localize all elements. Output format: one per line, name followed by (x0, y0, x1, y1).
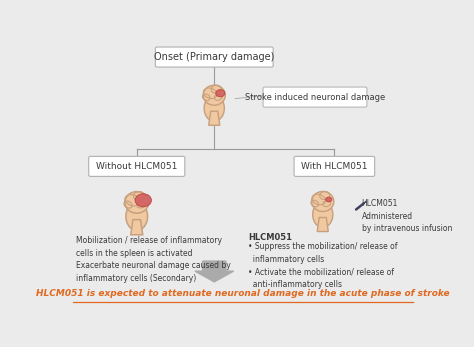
Ellipse shape (203, 85, 225, 105)
Text: Without HLCM051: Without HLCM051 (96, 162, 177, 171)
FancyBboxPatch shape (263, 87, 367, 107)
Text: Mobilization / release of inflammatory
cells in the spleen is activated
Exacerba: Mobilization / release of inflammatory c… (76, 236, 231, 283)
Text: • Suppress the mobilization/ release of
  inflammatory cells
• Activate the mobi: • Suppress the mobilization/ release of … (248, 242, 398, 289)
Polygon shape (131, 220, 143, 235)
Ellipse shape (312, 192, 334, 212)
FancyBboxPatch shape (155, 47, 273, 67)
Polygon shape (209, 111, 220, 125)
Ellipse shape (126, 202, 147, 230)
Text: HLCM051 is expected to attenuate neuronal damage in the acute phase of stroke: HLCM051 is expected to attenuate neurona… (36, 289, 450, 298)
FancyBboxPatch shape (89, 156, 185, 176)
Ellipse shape (135, 194, 151, 207)
Text: HLCM051: HLCM051 (248, 232, 292, 242)
Ellipse shape (313, 202, 333, 228)
Ellipse shape (125, 192, 149, 213)
Text: Stroke induced neuronal damage: Stroke induced neuronal damage (245, 93, 385, 102)
Ellipse shape (216, 90, 225, 97)
Polygon shape (195, 261, 234, 282)
Text: HLCM051
Administered
by intravenous infusion: HLCM051 Administered by intravenous infu… (362, 200, 452, 234)
FancyBboxPatch shape (294, 156, 374, 176)
Ellipse shape (204, 95, 224, 121)
Text: With HLCM051: With HLCM051 (301, 162, 368, 171)
Text: Onset (Primary damage): Onset (Primary damage) (154, 52, 274, 62)
Polygon shape (317, 218, 328, 231)
Ellipse shape (326, 197, 332, 202)
